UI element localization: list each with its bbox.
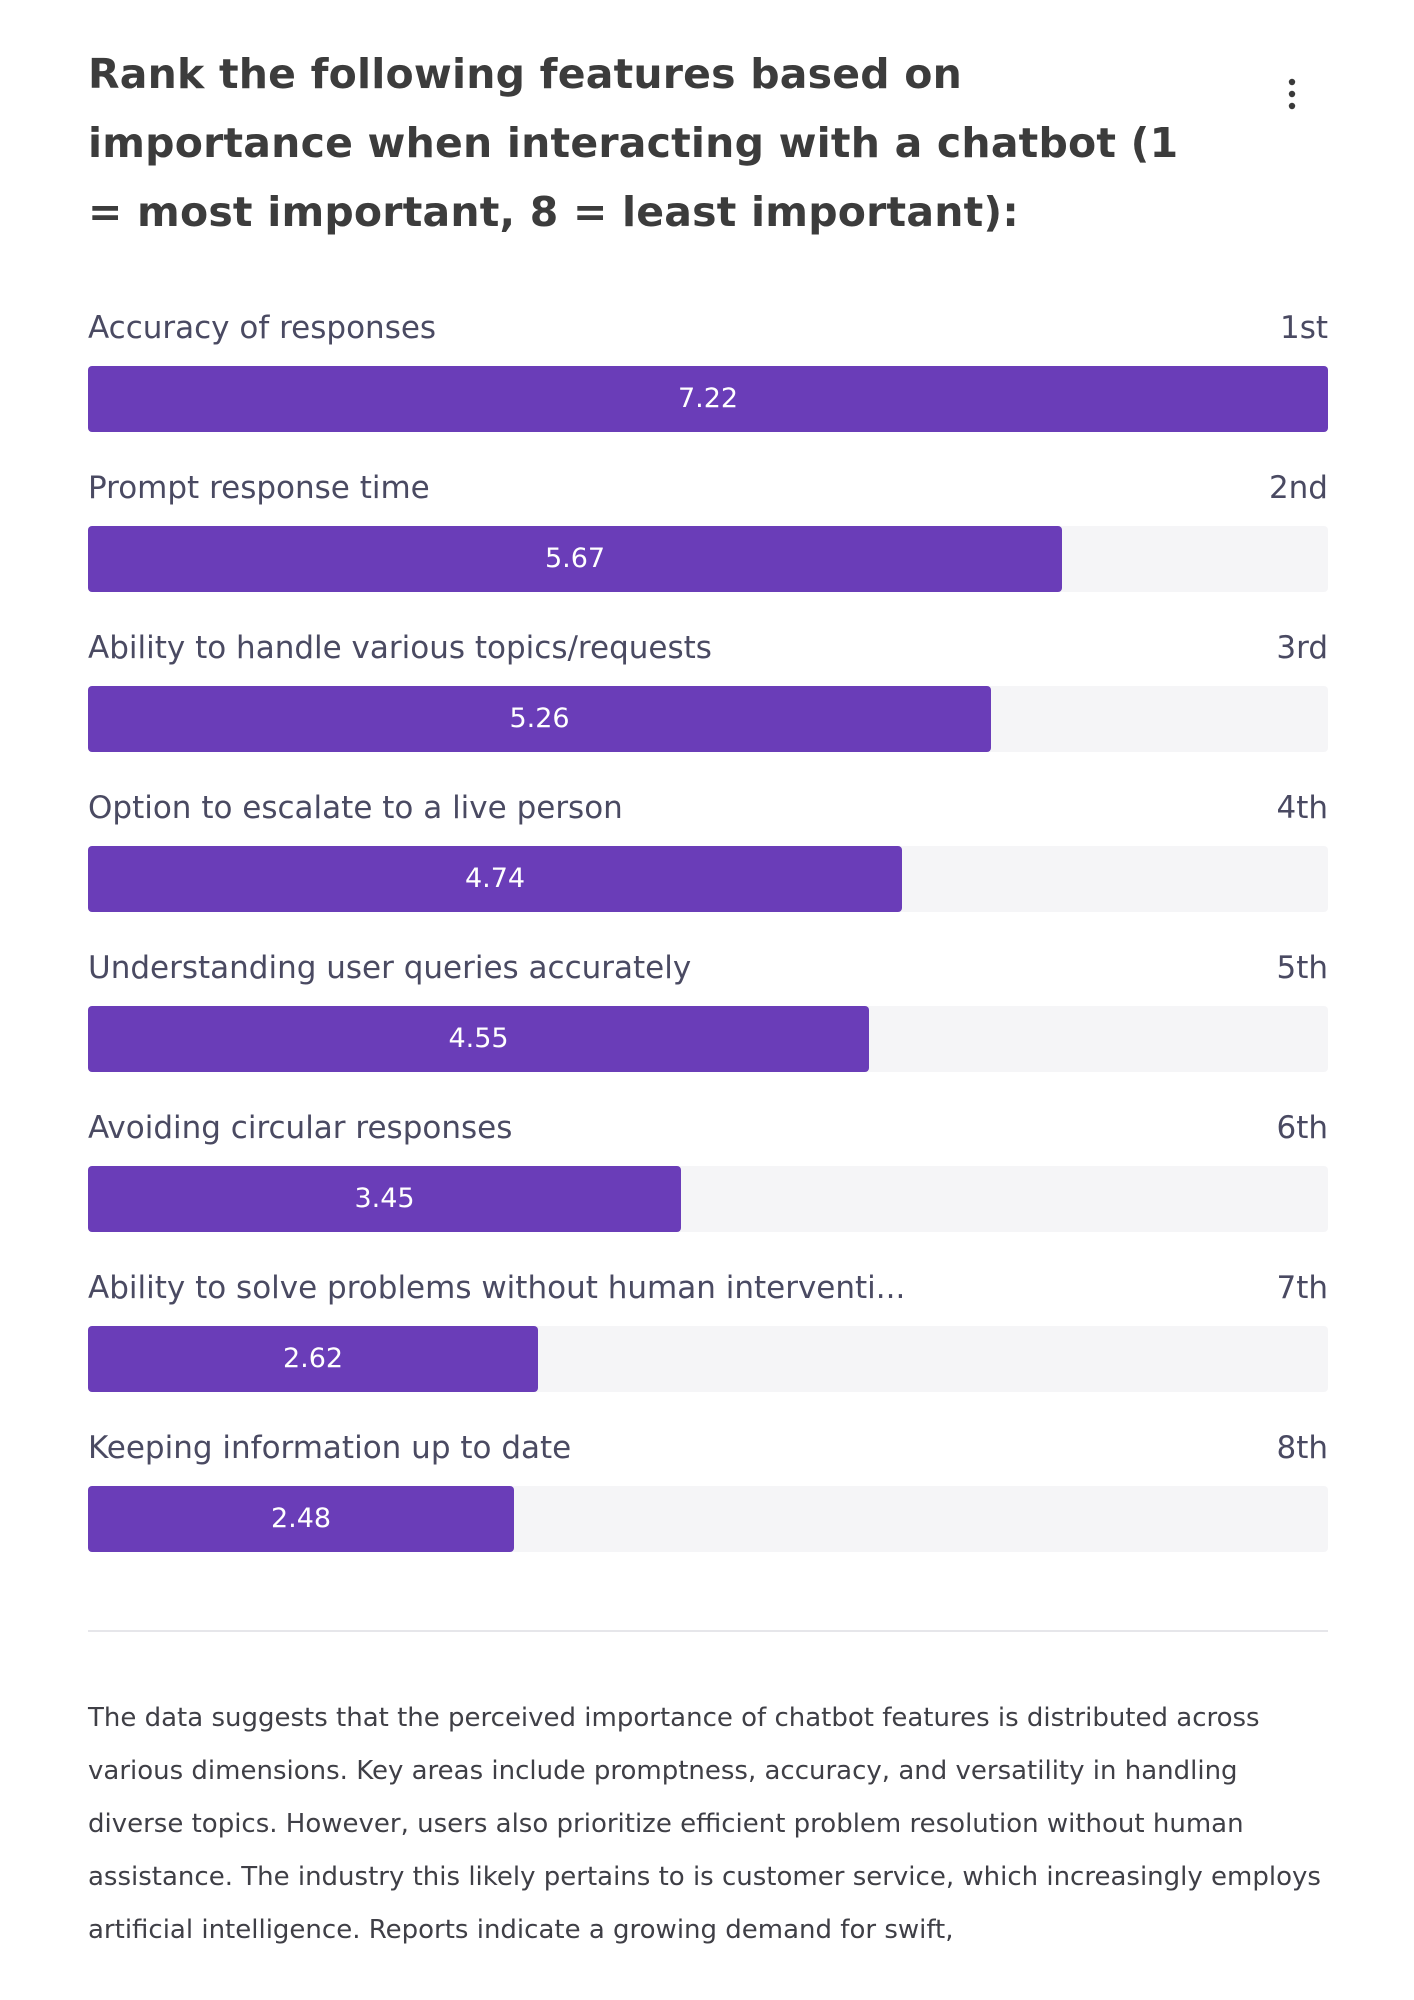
category-label: Avoiding circular responses — [88, 1110, 513, 1146]
rank-label: 3rd — [1276, 630, 1328, 666]
category-label: Ability to solve problems without human … — [88, 1270, 906, 1306]
rank-label: 8th — [1276, 1430, 1328, 1466]
category-label: Accuracy of responses — [88, 310, 437, 346]
bar-value-label: 4.55 — [448, 1023, 509, 1054]
bar-value-label: 2.62 — [282, 1343, 344, 1374]
chart-row: Option to escalate to a live person 4th 4.… — [88, 788, 1328, 948]
chart-row: Accuracy of responses 1st 7.22 — [88, 308, 1328, 468]
category-label: Keeping information up to date — [88, 1430, 572, 1466]
bar-value-label: 4.74 — [464, 863, 526, 894]
rank-label: 4th — [1276, 790, 1328, 826]
chart-row: Keeping information up to date 8th 2.48 — [88, 1428, 1328, 1588]
category-label: Understanding user queries accurately — [88, 950, 692, 986]
bar — [88, 1006, 869, 1072]
chart-row: Prompt response time 2nd 5.67 — [88, 468, 1328, 628]
bar-track: 2.62 — [88, 1326, 1328, 1392]
category-label: Ability to handle various topics/request… — [88, 630, 712, 666]
bar-value-label: 5.26 — [509, 703, 570, 734]
bar-track: 7.22 — [88, 366, 1328, 432]
rank-label: 7th — [1276, 1270, 1328, 1306]
bar-value-label: 7.22 — [677, 383, 739, 414]
divider — [88, 1630, 1328, 1632]
bar-track: 4.55 — [88, 1006, 1328, 1072]
rank-label: 5th — [1276, 950, 1328, 986]
rank-label: 2nd — [1268, 470, 1328, 506]
bar — [88, 686, 991, 752]
more-options-button[interactable] — [1280, 70, 1304, 118]
bar — [88, 526, 1062, 592]
bar — [88, 1166, 681, 1232]
bar-track: 5.26 — [88, 686, 1328, 752]
chart-row: Ability to handle various topics/request… — [88, 628, 1328, 788]
bar-value-label: 2.48 — [270, 1503, 332, 1534]
ranking-card: Rank the following features based on imp… — [88, 40, 1328, 1945]
rank-label: 6th — [1276, 1110, 1328, 1146]
bar-value-label: 3.45 — [354, 1183, 415, 1214]
kebab-menu-icon — [1288, 78, 1296, 110]
bar-track: 3.45 — [88, 1166, 1328, 1232]
rank-label: 1st — [1279, 310, 1328, 346]
bar — [88, 846, 902, 912]
question-title: Rank the following features based on imp… — [88, 50, 1179, 236]
bar — [88, 366, 1328, 432]
category-label: Prompt response time — [88, 470, 430, 506]
bar-track: 2.48 — [88, 1486, 1328, 1552]
bar-track: 5.67 — [88, 526, 1328, 592]
chart-row: Avoiding circular responses 6th 3.45 — [88, 1108, 1328, 1268]
chart-row: Understanding user queries accurately 5th… — [88, 948, 1328, 1108]
chart-row: Ability to solve problems without human … — [88, 1268, 1328, 1428]
bar-value-label: 5.67 — [544, 543, 606, 574]
ranking-bar-chart: Accuracy of responses 1st 7.22 Prompt respo… — [88, 308, 1328, 1588]
bar-track: 4.74 — [88, 846, 1328, 912]
summary-text: The data suggests that the perceived imp… — [88, 1703, 1321, 1945]
bar — [88, 1486, 514, 1552]
bar — [88, 1326, 538, 1392]
category-label: Option to escalate to a live person — [88, 790, 623, 826]
